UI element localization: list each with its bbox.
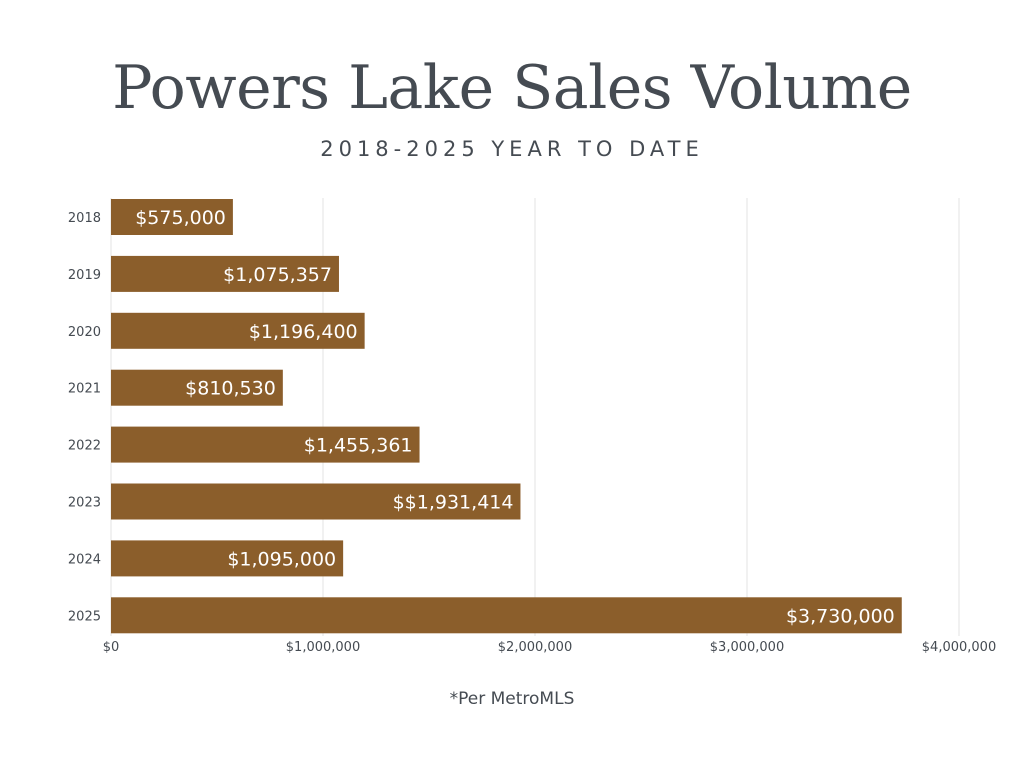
chart-title: Powers Lake Sales Volume xyxy=(112,53,912,123)
bar-value-label: $1,095,000 xyxy=(227,548,336,570)
x-tick-label: $2,000,000 xyxy=(498,640,572,655)
category-label: 2021 xyxy=(68,382,101,397)
bar xyxy=(111,483,521,520)
bar xyxy=(111,540,344,577)
bar xyxy=(111,255,339,292)
bar-value-label: $810,530 xyxy=(185,378,276,400)
category-label: 2023 xyxy=(68,496,101,511)
x-tick-label: $3,000,000 xyxy=(710,640,784,655)
bar-value-label: $3,730,000 xyxy=(786,605,895,627)
category-labels: 2018 2019 2020 2021 2022 2023 2024 2025 xyxy=(68,211,101,624)
x-tick-label: $1,000,000 xyxy=(286,640,360,655)
category-label: 2018 xyxy=(68,211,101,226)
bar-value-label: $1,075,357 xyxy=(223,264,332,286)
bar-chart: $575,000 $1,075,357 $1,196,400 $810,530 $1,4… xyxy=(68,198,996,655)
bar xyxy=(111,369,283,406)
x-tick-labels: $0 $1,000,000 $2,000,000 $3,000,000 $4,000,0… xyxy=(103,640,996,655)
x-tick-label: $4,000,000 xyxy=(922,640,996,655)
category-label: 2025 xyxy=(68,609,101,624)
bar xyxy=(111,312,365,349)
category-label: 2024 xyxy=(68,552,101,567)
bars: $575,000 $1,075,357 $1,196,400 $810,530 $1,4… xyxy=(111,199,902,634)
bar xyxy=(111,199,233,235)
bar-value-label: $$1,931,414 xyxy=(393,492,514,514)
chart-subtitle: 2018-2025 YEAR TO DATE xyxy=(320,137,704,161)
bar xyxy=(111,597,902,634)
category-label: 2020 xyxy=(68,325,101,340)
bar-value-label: $1,455,361 xyxy=(304,435,413,457)
bar-value-label: $575,000 xyxy=(135,207,226,229)
category-label: 2019 xyxy=(68,268,101,283)
source-footnote: *Per MetroMLS xyxy=(449,689,575,709)
category-label: 2022 xyxy=(68,439,101,454)
x-tick-label: $0 xyxy=(103,640,120,655)
bar xyxy=(111,426,420,463)
bar-value-label: $1,196,400 xyxy=(249,321,358,343)
